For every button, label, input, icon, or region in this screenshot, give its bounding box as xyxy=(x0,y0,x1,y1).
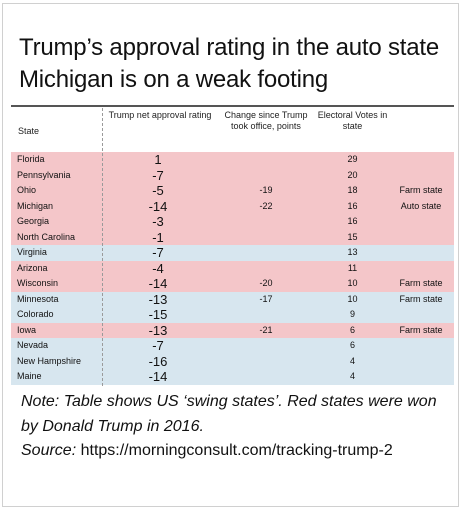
electoral-votes-cell: 4 xyxy=(349,371,355,381)
state-cell: Virginia xyxy=(17,247,47,257)
change-cell: -21 xyxy=(259,324,273,335)
table-row: New Hampshire -16 4 xyxy=(11,353,454,369)
change-cell: -22 xyxy=(259,200,273,211)
state-cell: New Hampshire xyxy=(17,355,82,366)
table-row: Ohio -5 -19 18 Farm state xyxy=(11,183,454,199)
state-cell: Colorado xyxy=(17,309,54,319)
table-row: Pennsylvania -7 20 xyxy=(11,167,454,183)
state-cell: Georgia xyxy=(17,216,50,226)
electoral-votes-cell: 29 xyxy=(347,154,358,164)
electoral-votes-cell: 6 xyxy=(349,340,355,350)
change-cell: -17 xyxy=(259,293,273,304)
table-row: Iowa -13 -21 6 Farm state xyxy=(11,322,454,338)
state-cell: Iowa xyxy=(17,324,37,335)
electoral-votes-cell: 6 xyxy=(349,324,355,335)
change-cell: -19 xyxy=(259,185,273,195)
electoral-votes-cell: 9 xyxy=(349,309,355,319)
state-cell: North Carolina xyxy=(17,231,76,242)
source-label: Source: xyxy=(21,442,77,459)
electoral-votes-cell: 10 xyxy=(347,293,358,304)
electoral-votes-cell: 18 xyxy=(347,185,358,195)
header-electoral: Electoral Votes in state xyxy=(317,110,388,131)
header-rule xyxy=(11,105,454,107)
approval-cell: -14 xyxy=(148,369,168,384)
table-row: North Carolina -1 15 xyxy=(11,229,454,245)
electoral-votes-cell: 4 xyxy=(349,355,355,366)
table-row: Michigan -14 -22 16 Auto state xyxy=(11,198,454,214)
approval-cell: -4 xyxy=(152,260,164,276)
change-cell: -20 xyxy=(259,278,273,288)
approval-cell: -13 xyxy=(148,291,168,307)
state-type-cell: Farm state xyxy=(399,185,443,195)
table-row: Wisconsin -14 -20 10 Farm state xyxy=(11,276,454,292)
table-row: Georgia -3 16 xyxy=(11,214,454,230)
approval-cell: -1 xyxy=(152,229,164,245)
state-type-cell: Auto state xyxy=(400,200,442,211)
state-type-cell: Farm state xyxy=(399,278,443,288)
approval-cell: -16 xyxy=(148,353,168,369)
source-line: Source: https://morningconsult.com/track… xyxy=(21,439,451,464)
source-url: https://morningconsult.com/tracking-trum… xyxy=(80,442,393,459)
approval-cell: -7 xyxy=(152,167,164,183)
state-cell: Nevada xyxy=(17,340,49,350)
electoral-votes-cell: 16 xyxy=(347,216,358,226)
approval-cell: -7 xyxy=(152,338,164,353)
table-row: Nevada -7 6 xyxy=(11,338,454,354)
figure-frame: Trump’s approval rating in the auto stat… xyxy=(2,3,459,507)
state-type-cell: Farm state xyxy=(399,324,443,335)
state-cell: Arizona xyxy=(17,262,48,273)
electoral-votes-cell: 10 xyxy=(347,278,358,288)
header-change: Change since Trump took office, points xyxy=(224,110,308,131)
header-state: State xyxy=(18,126,40,136)
electoral-votes-cell: 20 xyxy=(347,169,358,180)
chart-title: Trump’s approval rating in the auto stat… xyxy=(19,34,440,93)
approval-cell: -7 xyxy=(152,245,164,260)
electoral-votes-cell: 15 xyxy=(347,231,358,242)
electoral-votes-cell: 16 xyxy=(347,200,358,211)
electoral-votes-cell: 13 xyxy=(347,247,358,257)
electoral-votes-cell: 11 xyxy=(347,262,358,273)
approval-cell: 1 xyxy=(154,152,162,167)
table-row: Minnesota -13 -17 10 Farm state xyxy=(11,291,454,307)
state-cell: Michigan xyxy=(17,200,54,211)
state-cell: Minnesota xyxy=(17,293,59,304)
note-text: Note: Table shows US ‘swing states’. Red… xyxy=(21,393,437,435)
table-row: Virginia -7 13 xyxy=(11,245,454,261)
approval-cell: -14 xyxy=(148,198,168,214)
table-row: Arizona -4 11 xyxy=(11,260,454,276)
table-row: Maine -14 4 xyxy=(11,369,454,385)
state-cell: Wisconsin xyxy=(17,278,59,288)
approval-cell: -13 xyxy=(148,322,168,338)
approval-cell: -15 xyxy=(148,307,168,322)
header-approval: Trump net approval rating xyxy=(108,110,212,120)
approval-cell: -14 xyxy=(148,276,168,291)
approval-cell: -3 xyxy=(152,214,164,229)
table-body: Florida 1 29 Pennsylvania -7 20 Ohio -5 -19 18 Far… xyxy=(11,152,454,385)
table-row: Florida 1 29 xyxy=(11,152,454,168)
state-cell: Maine xyxy=(17,371,42,381)
column-divider xyxy=(102,108,103,386)
state-cell: Pennsylvania xyxy=(17,169,71,180)
state-cell: Ohio xyxy=(17,185,37,195)
state-type-cell: Farm state xyxy=(399,293,443,304)
approval-cell: -5 xyxy=(152,183,164,198)
state-cell: Florida xyxy=(17,154,45,164)
table-row: Colorado -15 9 xyxy=(11,307,454,323)
